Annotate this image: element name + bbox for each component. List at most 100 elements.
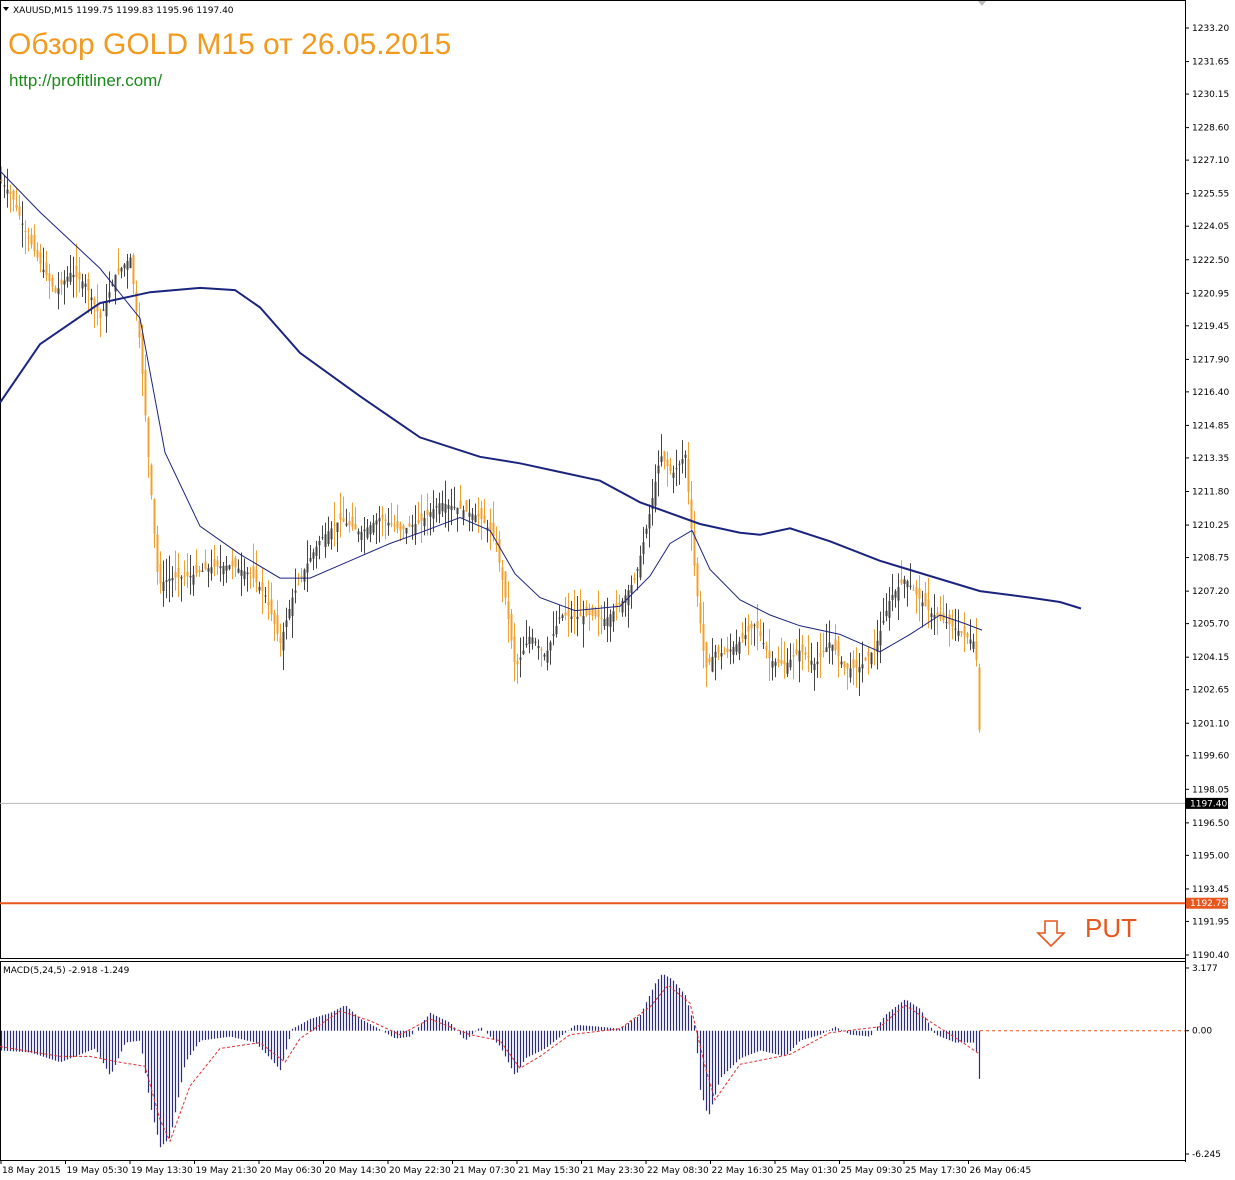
candle-body xyxy=(891,595,894,601)
shift-marker-icon[interactable] xyxy=(978,1,986,6)
candle-body xyxy=(834,639,837,651)
candle-body xyxy=(876,640,879,652)
candle-body xyxy=(672,472,675,478)
candle-body xyxy=(510,613,513,641)
candle-body xyxy=(63,280,66,285)
candle-body xyxy=(282,631,285,651)
candle-body xyxy=(93,298,96,305)
price-tick-label: 1195.00 xyxy=(1192,851,1229,861)
candle-body xyxy=(51,277,54,287)
candle-body xyxy=(384,519,387,521)
price-tick-label: 1211.80 xyxy=(1192,488,1229,498)
candle-body xyxy=(678,463,681,465)
candle-body xyxy=(231,560,234,567)
candle-body xyxy=(201,570,204,572)
candle-body xyxy=(516,660,519,665)
candle-body xyxy=(450,505,453,510)
candle-body xyxy=(567,610,570,617)
candle-body xyxy=(183,575,186,577)
candle-body xyxy=(978,667,981,730)
current-price-box xyxy=(1186,797,1228,809)
candle-body xyxy=(219,566,222,569)
candle-body xyxy=(810,660,813,665)
candle-body xyxy=(882,620,885,623)
price-tick-label: 1219.45 xyxy=(1192,322,1229,332)
price-tick-label: 1193.45 xyxy=(1192,885,1229,895)
time-axis-labels: 18 May 2015 19 May 05:30 19 May 13:30 19 Ma… xyxy=(0,1160,1031,1176)
candle-body xyxy=(192,574,195,585)
candle-body xyxy=(573,611,576,617)
target-level-label: 1192.79 xyxy=(1190,899,1227,909)
candle-body xyxy=(6,189,9,194)
candle-body xyxy=(735,644,738,652)
site-url[interactable]: http://profitliner.com/ xyxy=(9,71,162,90)
candle-body xyxy=(492,522,495,537)
candle-body xyxy=(768,650,771,658)
candle-body xyxy=(693,530,696,566)
candle-body xyxy=(549,642,552,651)
candle-body xyxy=(33,235,36,252)
candle-body xyxy=(102,309,105,311)
time-tick-label: 22 May 16:30 xyxy=(712,1166,774,1176)
candle-body xyxy=(936,612,939,617)
candle-body xyxy=(531,637,534,644)
candle-body xyxy=(66,276,69,282)
candle-body xyxy=(129,257,132,269)
candle-body xyxy=(405,527,408,534)
candle-body xyxy=(918,588,921,599)
candle-body xyxy=(438,503,441,515)
candle-body xyxy=(663,451,666,462)
current-price-label: 1197.40 xyxy=(1190,799,1227,809)
macd-title: MACD(5,24,5) -2.918 -1.249 xyxy=(3,966,130,976)
candle-body xyxy=(789,659,792,668)
candle-body xyxy=(177,568,180,578)
candle-body xyxy=(249,572,252,574)
candle-body xyxy=(432,509,435,519)
candle-body xyxy=(504,571,507,598)
candle-body xyxy=(186,571,189,577)
candle-body xyxy=(477,514,480,517)
candle-body xyxy=(30,234,33,245)
time-tick-label: 20 May 06:30 xyxy=(260,1166,322,1176)
candle-body xyxy=(903,579,906,585)
candle-body xyxy=(642,542,645,555)
price-tick-label: 1231.65 xyxy=(1192,58,1229,68)
candle-body xyxy=(774,661,777,666)
time-tick-label: 19 May 21:30 xyxy=(196,1166,258,1176)
candle-body xyxy=(36,250,39,258)
candle-body xyxy=(156,534,159,572)
candle-body xyxy=(315,546,318,557)
candle-body xyxy=(354,523,357,530)
candle-body xyxy=(210,567,213,574)
candle-body xyxy=(594,609,597,617)
candle-body xyxy=(15,204,18,208)
candle-body xyxy=(189,575,192,578)
candle-body xyxy=(654,481,657,506)
candle-body xyxy=(390,523,393,525)
candle-body xyxy=(522,650,525,654)
candlesticks xyxy=(0,166,981,733)
time-tick-label: 25 May 01:30 xyxy=(776,1166,838,1176)
dropdown-triangle-icon[interactable] xyxy=(3,7,9,11)
candle-body xyxy=(957,630,960,636)
candle-body xyxy=(459,500,462,509)
price-tick-label: 1196.50 xyxy=(1192,819,1229,829)
price-tick-label: 1198.05 xyxy=(1192,785,1229,795)
candle-body xyxy=(234,558,237,568)
candle-body xyxy=(279,636,282,644)
time-tick-label: 21 May 07:30 xyxy=(454,1166,516,1176)
price-tick-label: 1222.50 xyxy=(1192,256,1229,266)
candle-body xyxy=(747,625,750,632)
candle-body xyxy=(696,563,699,597)
candle-body xyxy=(291,597,294,616)
candle-body xyxy=(87,278,90,291)
candle-body xyxy=(543,654,546,657)
candle-body xyxy=(507,601,510,620)
candle-body xyxy=(519,657,522,660)
candle-body xyxy=(900,579,903,584)
symbol-info: XAUUSD,M15 1199.75 1199.83 1195.96 1197.… xyxy=(13,6,234,16)
price-tick-label: 1208.75 xyxy=(1192,554,1229,564)
time-tick-label: 20 May 14:30 xyxy=(325,1166,387,1176)
price-tick-label: 1191.95 xyxy=(1192,917,1229,927)
